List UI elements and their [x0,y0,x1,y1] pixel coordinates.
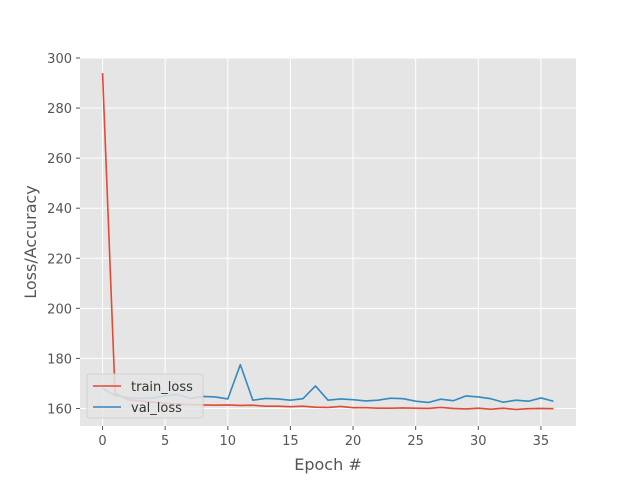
x-tick-label: 5 [161,434,169,449]
axis-ticks: 0 5 10 15 20 25 30 35 160 180 200 220 240 260 280 300 [47,52,549,449]
y-tick-label: 160 [47,402,72,417]
x-tick-label: 0 [98,434,106,449]
plot-area [80,58,576,426]
y-tick-label: 220 [47,252,72,267]
x-tick-label: 20 [345,434,362,449]
y-tick-label: 260 [47,152,72,167]
y-tick-label: 180 [47,352,72,367]
legend-label: train_loss [131,380,193,395]
x-axis-label: Epoch # [294,455,361,474]
y-tick-label: 240 [47,202,72,217]
legend-label: val_loss [131,401,182,416]
y-axis-label: Loss/Accuracy [21,185,40,299]
x-tick-label: 10 [220,434,237,449]
x-tick-label: 30 [470,434,487,449]
x-tick-label: 15 [282,434,299,449]
y-tick-label: 280 [47,102,72,117]
y-tick-label: 200 [47,302,72,317]
y-tick-label: 300 [47,52,72,67]
legend: train_loss val_loss [86,373,204,419]
x-tick-label: 25 [407,434,424,449]
x-tick-label: 35 [533,434,550,449]
